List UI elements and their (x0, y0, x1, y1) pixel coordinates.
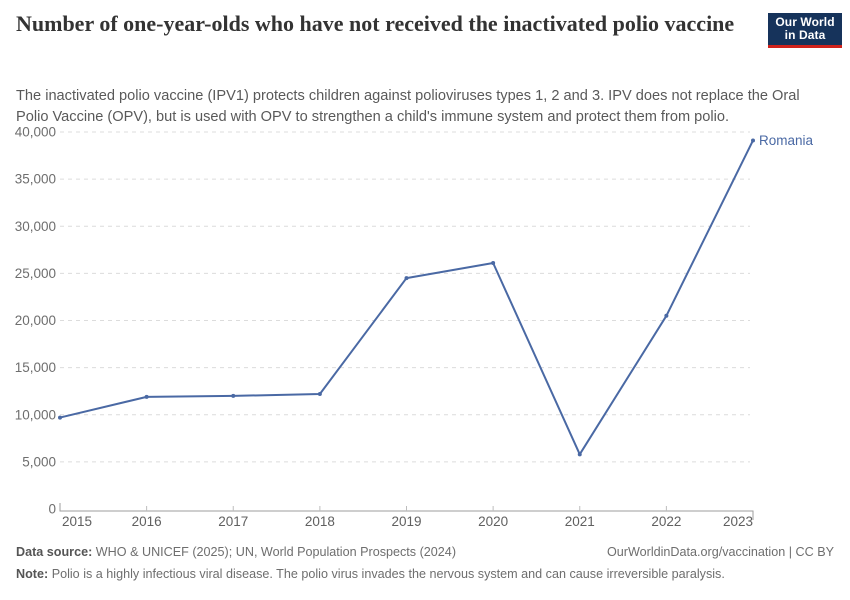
data-point[interactable] (404, 276, 409, 281)
x-axis-tick-label: 2017 (218, 514, 248, 529)
data-point[interactable] (664, 313, 669, 318)
logo-line2: in Data (784, 28, 826, 42)
series-label[interactable]: Romania (759, 133, 814, 148)
x-axis-tick-label: 2021 (565, 514, 595, 529)
data-source: Data source: WHO & UNICEF (2025); UN, Wo… (16, 544, 456, 561)
x-axis-tick-label: 2015 (62, 514, 92, 529)
x-axis-tick-label: 2016 (132, 514, 162, 529)
data-source-label: Data source: (16, 545, 93, 559)
note-label: Note: (16, 567, 49, 581)
y-axis-tick-label: 20,000 (15, 313, 56, 328)
chart-note: Note: Polio is a highly infectious viral… (16, 566, 834, 583)
data-point[interactable] (231, 393, 236, 398)
chart-subtitle: The inactivated polio vaccine (IPV1) pro… (16, 88, 800, 125)
owid-logo[interactable]: Our World in Data (768, 13, 842, 48)
y-axis-tick-label: 15,000 (15, 360, 56, 375)
x-axis-tick-label: 2023 (723, 514, 753, 529)
data-point[interactable] (58, 415, 62, 420)
data-source-text: WHO & UNICEF (2025); UN, World Populatio… (95, 545, 457, 559)
data-point[interactable] (751, 138, 755, 143)
data-point[interactable] (491, 261, 496, 266)
page-title: Number of one-year-olds who have not rec… (16, 11, 735, 36)
x-axis-tick-label: 2019 (391, 514, 421, 529)
chart-footer: Data source: WHO & UNICEF (2025); UN, Wo… (16, 544, 834, 583)
y-axis-tick-label: 10,000 (15, 407, 56, 422)
x-axis-tick-label: 2022 (651, 514, 681, 529)
data-point[interactable] (144, 394, 149, 399)
data-point[interactable] (577, 452, 582, 457)
license-link[interactable]: OurWorldinData.org/vaccination | CC BY (606, 545, 834, 559)
line-chart: 0 5,000 10,000 15,000 20,000 25,000 30,000 35,0… (15, 125, 814, 530)
y-axis-tick-label: 30,000 (15, 219, 56, 234)
data-point[interactable] (317, 392, 322, 397)
y-axis-tick-label: 35,000 (15, 172, 56, 187)
y-axis-tick-label: 0 (48, 502, 56, 517)
logo-line1: Our World (775, 14, 835, 29)
x-axis-tick-label: 2020 (478, 514, 508, 529)
y-axis-tick-label: 25,000 (15, 266, 56, 281)
y-axis-tick-label: 5,000 (22, 454, 56, 469)
y-axis-tick-label: 40,000 (15, 125, 56, 140)
data-line[interactable] (59, 139, 754, 456)
x-axis-tick-label: 2018 (305, 514, 335, 529)
note-text: Polio is a highly infectious viral disea… (51, 567, 725, 581)
